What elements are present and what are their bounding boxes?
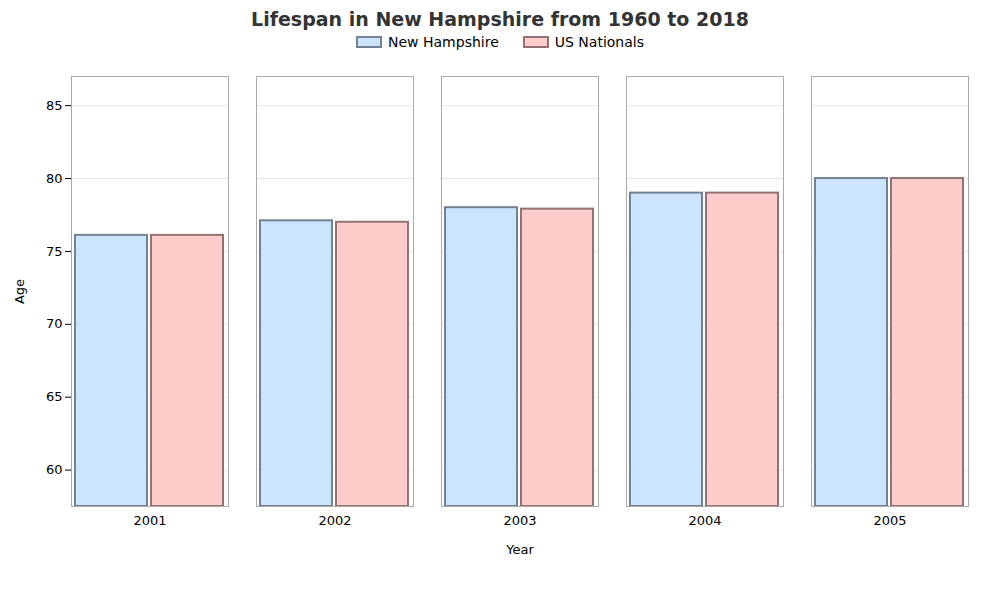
svg-text:80: 80 [46,171,63,186]
svg-text:Age: Age [12,279,27,304]
svg-text:60: 60 [46,462,63,477]
svg-text:2005: 2005 [873,513,906,528]
svg-text:2001: 2001 [133,513,166,528]
html-text:New Hampshire: New Hampshire [388,34,499,50]
html-text:US Nationals: US Nationals [554,34,644,50]
html-text:Lifespan in New Hampshire from: Lifespan in New Hampshire from 1960 to 2… [251,8,749,30]
svg-text:2004: 2004 [688,513,721,528]
svg-text:85: 85 [46,98,63,113]
svg-text:70: 70 [46,316,63,331]
svg-text:2003: 2003 [503,513,536,528]
svg-text:65: 65 [46,389,63,404]
svg-text:75: 75 [46,244,63,259]
svg-text:Year: Year [505,542,534,557]
svg-text:2002: 2002 [318,513,351,528]
